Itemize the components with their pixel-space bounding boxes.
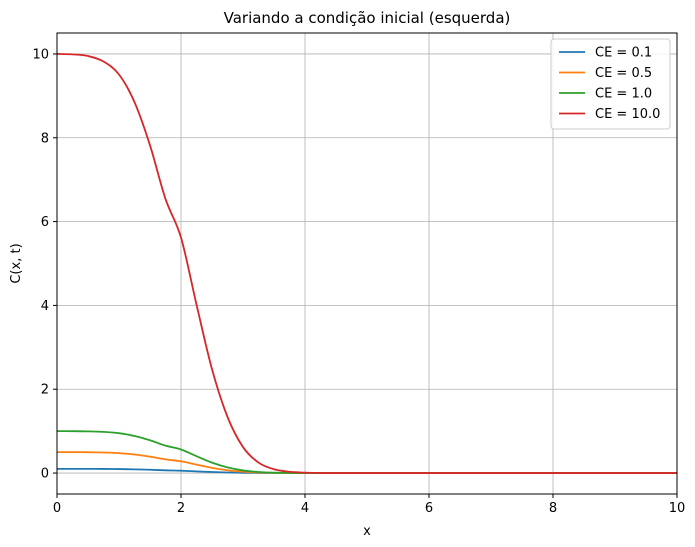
x-tick-label: 0 [53, 501, 61, 516]
x-tick-label: 8 [549, 501, 557, 516]
ticks: 0 2 4 6 8 10 0 2 4 6 8 10 [32, 47, 685, 516]
y-tick-label: 0 [41, 467, 49, 482]
y-tick-label: 2 [41, 383, 49, 398]
legend-box [550, 38, 671, 130]
y-tick-label: 4 [41, 299, 49, 314]
x-tick-label: 2 [177, 501, 185, 516]
y-tick-label: 6 [41, 215, 49, 230]
x-tick-label: 10 [669, 501, 686, 516]
x-tick-label: 4 [301, 501, 309, 516]
legend-label-2: CE = 0.5 [595, 66, 652, 81]
y-axis-label: C(x, t) [9, 243, 24, 283]
x-tick-label: 6 [425, 501, 433, 516]
legend-label-1: CE = 0.1 [595, 46, 652, 61]
legend-label-3: CE = 1.0 [595, 87, 652, 102]
series-layer [56, 53, 677, 474]
grid [56, 33, 678, 494]
legend: CE = 0.1 CE = 0.5 CE = 1.0 CE = 10.0 [550, 38, 671, 130]
series-line-4 [56, 53, 677, 474]
plot-frame [56, 32, 678, 495]
y-tick-label: 10 [32, 47, 49, 62]
legend-label-4: CE = 10.0 [595, 107, 660, 122]
chart-title: Variando a condição inicial (esquerda) [224, 9, 511, 27]
y-tick-label: 8 [41, 131, 49, 146]
x-axis-label: x [363, 524, 371, 539]
